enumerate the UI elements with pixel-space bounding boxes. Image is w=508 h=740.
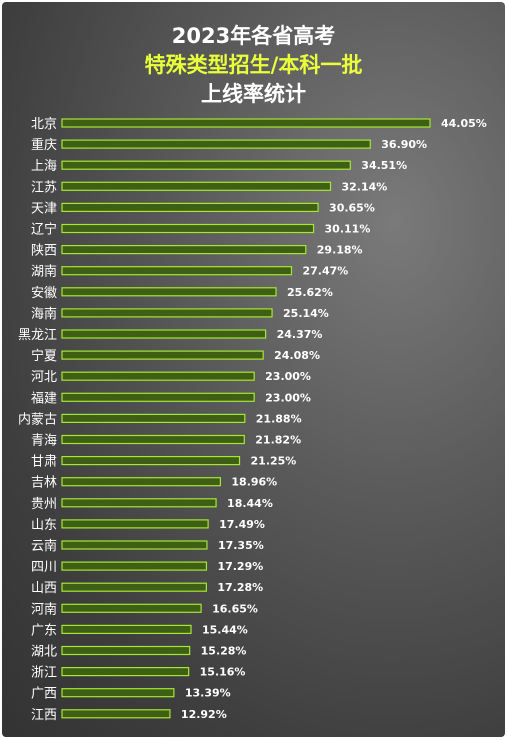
bar [61,582,207,592]
value-label: 23.00% [265,370,311,383]
bar [61,709,171,719]
value-label: 13.39% [185,687,231,700]
bar [61,181,332,191]
value-label: 44.05% [441,117,487,130]
category-label: 江西 [31,708,57,723]
bar [61,519,209,529]
bar [61,561,208,571]
value-label: 18.96% [231,476,277,489]
chart-title-line2: 特殊类型招生/本科一批 [144,53,363,77]
category-label: 福建 [31,391,57,406]
value-label: 30.11% [325,223,371,236]
value-label: 27.47% [302,265,348,278]
bar [61,456,241,466]
category-label: 四川 [31,560,57,575]
category-label: 重庆 [31,137,57,153]
value-label: 15.44% [202,623,248,636]
value-label: 18.44% [227,497,273,510]
category-label: 山西 [31,581,57,596]
value-label: 25.62% [287,286,333,299]
bar [61,413,246,423]
value-label: 24.08% [274,349,320,362]
category-label: 陕西 [31,244,57,259]
value-label: 12.92% [181,708,227,721]
bar [61,287,277,297]
value-label: 17.49% [219,518,265,531]
value-label: 23.00% [265,391,311,404]
bar [61,266,293,276]
bar [61,477,221,487]
bar [61,350,264,360]
bar [61,308,273,318]
category-label: 吉林 [31,476,57,491]
category-label: 上海 [31,159,57,174]
chart-title-line1: 2023年各省高考 [171,24,336,48]
value-label: 21.82% [255,434,301,447]
value-label: 17.28% [217,581,263,594]
bar [61,202,319,212]
value-label: 24.37% [277,328,323,341]
value-label: 21.25% [251,455,297,468]
bar [61,603,202,613]
value-label: 15.16% [200,666,246,679]
bar [61,245,307,255]
category-label: 贵州 [31,497,57,512]
value-label: 30.65% [329,201,375,214]
bar [61,540,208,550]
category-label: 河南 [31,601,57,617]
category-label: 安徽 [31,286,57,301]
bar [61,139,371,149]
value-label: 17.29% [217,560,263,573]
category-label: 广东 [31,623,57,638]
bar [61,434,245,445]
bar [61,223,315,234]
category-label: 云南 [31,538,57,554]
value-label: 34.51% [361,159,407,172]
category-label: 山东 [31,518,57,533]
value-label: 29.18% [317,244,363,257]
category-label: 广西 [31,687,57,702]
category-label: 河北 [31,370,57,385]
bar [61,645,191,656]
category-label: 宁夏 [31,348,57,364]
category-label: 湖北 [31,645,57,660]
value-label: 16.65% [212,602,258,615]
bar [61,118,431,128]
bar [61,498,217,508]
category-label: 黑龙江 [18,328,57,343]
category-label: 江苏 [31,179,57,195]
category-label: 北京 [31,117,57,132]
bar [61,160,351,170]
bar [61,688,175,698]
value-label: 25.14% [283,307,329,320]
bar [61,329,267,339]
value-label: 15.28% [201,645,247,658]
category-label: 辽宁 [31,222,57,238]
category-label: 青海 [31,434,57,449]
category-label: 浙江 [31,666,57,681]
value-label: 21.88% [256,412,302,425]
bar [61,371,255,381]
value-label: 36.90% [381,138,427,151]
category-label: 湖南 [31,264,57,280]
bar [61,392,255,402]
value-label: 17.35% [218,539,264,552]
bar [61,624,192,635]
chart-title-line3: 上线率统计 [201,82,306,106]
category-label: 甘肃 [31,455,57,470]
category-label: 天津 [31,201,57,216]
category-label: 海南 [31,306,57,322]
value-label: 32.14% [342,180,388,193]
bar [61,666,190,677]
category-label: 内蒙古 [18,411,57,427]
